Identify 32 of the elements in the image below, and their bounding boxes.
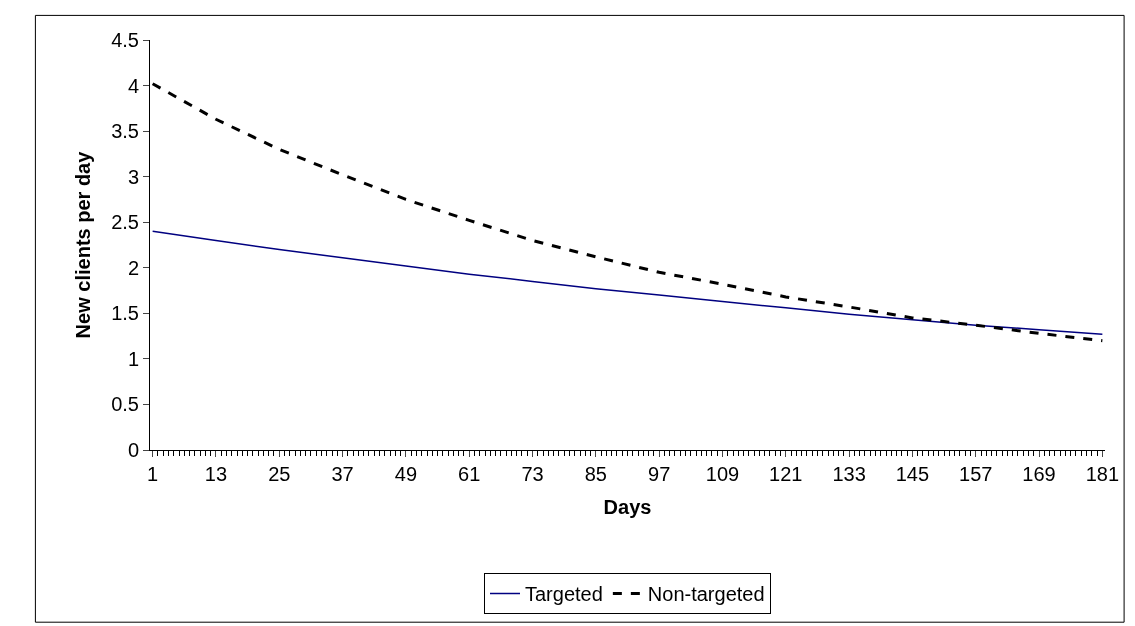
y-tick-label: 0.5: [111, 393, 139, 416]
x-tick-label: 109: [705, 463, 740, 485]
y-axis-title: New clients per day: [71, 150, 94, 339]
x-tick-label: 61: [458, 463, 481, 485]
y-tick-label: 2.5: [111, 211, 139, 234]
x-tick-label: 1: [147, 463, 159, 485]
x-tick-label: 169: [1022, 463, 1056, 485]
legend-label: Non-targeted: [647, 583, 765, 606]
x-tick-label: 133: [832, 463, 866, 485]
y-tick-label: 3: [127, 165, 139, 188]
x-tick-label: 13: [204, 463, 228, 485]
x-tick-label: 145: [895, 463, 930, 485]
y-tick-label: 4.5: [111, 29, 139, 51]
line-series: [151, 82, 1104, 343]
x-tick-label: 37: [331, 463, 354, 485]
x-tick-label: 85: [584, 463, 607, 485]
x-tick-label: 121: [769, 463, 803, 485]
y-tick-label: 3.5: [111, 120, 139, 143]
x-tick-label: 73: [521, 463, 544, 485]
x-tick-label: 157: [959, 463, 993, 485]
legend-label: Targeted: [525, 583, 603, 606]
y-tick-label: 0: [127, 439, 139, 461]
x-tick-label: 181: [1085, 463, 1120, 485]
x-tick-label: 25: [268, 463, 291, 485]
line-series: [151, 230, 1104, 336]
y-tick-label: 2: [127, 256, 139, 279]
y-tick-label: 4: [127, 74, 139, 97]
x-tick-label: 49: [394, 463, 418, 485]
y-tick-label: 1.5: [111, 302, 139, 325]
y-tick-label: 1: [127, 347, 139, 370]
x-tick-label: 97: [648, 463, 671, 485]
x-axis-title: Days: [603, 495, 652, 518]
